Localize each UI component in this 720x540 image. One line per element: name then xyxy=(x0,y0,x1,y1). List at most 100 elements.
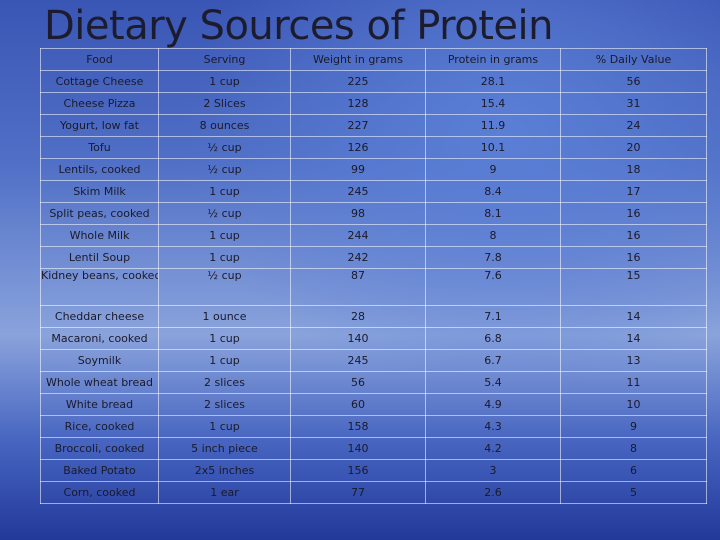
cell-protein: 4.3 xyxy=(425,415,561,438)
cell-food: Cheddar cheese xyxy=(40,305,159,328)
cell-daily-value: 56 xyxy=(560,70,707,93)
cell-daily-value: 10 xyxy=(560,393,707,416)
cell-protein: 6.8 xyxy=(425,327,561,350)
cell-daily-value: 18 xyxy=(560,158,707,181)
cell-protein: 15.4 xyxy=(425,92,561,115)
table-row: Cheese Pizza 2 Slices 128 15.4 31 xyxy=(40,92,707,115)
table-row: Lentil Soup 1 cup 242 7.8 16 xyxy=(40,246,707,269)
cell-food: Whole wheat bread xyxy=(40,371,159,394)
cell-protein: 2.6 xyxy=(425,481,561,504)
cell-protein: 9 xyxy=(425,158,561,181)
cell-weight: 227 xyxy=(290,114,426,137)
cell-serving: 1 cup xyxy=(158,327,291,350)
cell-food: Split peas, cooked xyxy=(40,202,159,225)
cell-food: Rice, cooked xyxy=(40,415,159,438)
cell-serving: 1 cup xyxy=(158,415,291,438)
table-row: Yogurt, low fat 8 ounces 227 11.9 24 xyxy=(40,114,707,137)
cell-protein: 8.4 xyxy=(425,180,561,203)
cell-protein: 7.1 xyxy=(425,305,561,328)
cell-daily-value: 8 xyxy=(560,437,707,460)
cell-serving: 1 ounce xyxy=(158,305,291,328)
table-row: Soymilk 1 cup 245 6.7 13 xyxy=(40,349,707,372)
table-row: Split peas, cooked ½ cup 98 8.1 16 xyxy=(40,202,707,225)
table-row: Tofu ½ cup 126 10.1 20 xyxy=(40,136,707,159)
cell-serving: 2 Slices xyxy=(158,92,291,115)
table-row: Skim Milk 1 cup 245 8.4 17 xyxy=(40,180,707,203)
cell-weight: 242 xyxy=(290,246,426,269)
cell-weight: 245 xyxy=(290,349,426,372)
table-row: Kidney beans, cooked ½ cup 87 7.6 15 xyxy=(40,268,707,306)
header-row: Food Serving Weight in grams Protein in … xyxy=(40,48,707,71)
cell-weight: 245 xyxy=(290,180,426,203)
cell-daily-value: 16 xyxy=(560,246,707,269)
cell-weight: 140 xyxy=(290,437,426,460)
cell-food: Tofu xyxy=(40,136,159,159)
cell-food: Kidney beans, cooked xyxy=(40,268,159,306)
cell-weight: 99 xyxy=(290,158,426,181)
cell-daily-value: 20 xyxy=(560,136,707,159)
cell-daily-value: 16 xyxy=(560,202,707,225)
cell-daily-value: 14 xyxy=(560,305,707,328)
cell-weight: 158 xyxy=(290,415,426,438)
table-row: Whole Milk 1 cup 244 8 16 xyxy=(40,224,707,247)
cell-food: Broccoli, cooked xyxy=(40,437,159,460)
cell-serving: 1 cup xyxy=(158,246,291,269)
cell-protein: 10.1 xyxy=(425,136,561,159)
cell-food: Whole Milk xyxy=(40,224,159,247)
slide-title: Dietary Sources of Protein xyxy=(44,3,553,49)
cell-food: Corn, cooked xyxy=(40,481,159,504)
cell-weight: 156 xyxy=(290,459,426,482)
cell-weight: 128 xyxy=(290,92,426,115)
cell-protein: 28.1 xyxy=(425,70,561,93)
cell-weight: 28 xyxy=(290,305,426,328)
cell-serving: 1 cup xyxy=(158,349,291,372)
table-row: Macaroni, cooked 1 cup 140 6.8 14 xyxy=(40,327,707,350)
cell-food: Skim Milk xyxy=(40,180,159,203)
cell-food: Lentil Soup xyxy=(40,246,159,269)
cell-serving: ½ cup xyxy=(158,268,291,306)
cell-weight: 244 xyxy=(290,224,426,247)
cell-food: Lentils, cooked xyxy=(40,158,159,181)
cell-serving: ½ cup xyxy=(158,158,291,181)
cell-protein: 8.1 xyxy=(425,202,561,225)
cell-serving: 5 inch piece xyxy=(158,437,291,460)
cell-protein: 3 xyxy=(425,459,561,482)
cell-food: Cheese Pizza xyxy=(40,92,159,115)
cell-weight: 126 xyxy=(290,136,426,159)
cell-serving: 2 slices xyxy=(158,371,291,394)
table-row: Baked Potato 2x5 inches 156 3 6 xyxy=(40,459,707,482)
cell-serving: 1 ear xyxy=(158,481,291,504)
cell-daily-value: 6 xyxy=(560,459,707,482)
table-row: Corn, cooked 1 ear 77 2.6 5 xyxy=(40,481,707,504)
cell-weight: 225 xyxy=(290,70,426,93)
cell-serving: 1 cup xyxy=(158,70,291,93)
cell-daily-value: 14 xyxy=(560,327,707,350)
cell-daily-value: 16 xyxy=(560,224,707,247)
table-row: Whole wheat bread 2 slices 56 5.4 11 xyxy=(40,371,707,394)
table-row: Cheddar cheese 1 ounce 28 7.1 14 xyxy=(40,305,707,328)
cell-serving: 1 cup xyxy=(158,224,291,247)
cell-daily-value: 11 xyxy=(560,371,707,394)
cell-food: White bread xyxy=(40,393,159,416)
cell-serving: 1 cup xyxy=(158,180,291,203)
cell-weight: 60 xyxy=(290,393,426,416)
cell-daily-value: 31 xyxy=(560,92,707,115)
cell-weight: 87 xyxy=(290,268,426,306)
cell-weight: 77 xyxy=(290,481,426,504)
cell-serving: 2x5 inches xyxy=(158,459,291,482)
cell-protein: 7.8 xyxy=(425,246,561,269)
cell-daily-value: 5 xyxy=(560,481,707,504)
header-protein: Protein in grams xyxy=(425,48,561,71)
cell-food: Cottage Cheese xyxy=(40,70,159,93)
cell-serving: ½ cup xyxy=(158,136,291,159)
cell-food: Soymilk xyxy=(40,349,159,372)
cell-daily-value: 17 xyxy=(560,180,707,203)
cell-daily-value: 24 xyxy=(560,114,707,137)
cell-daily-value: 9 xyxy=(560,415,707,438)
header-serving: Serving xyxy=(158,48,291,71)
header-daily-value: % Daily Value xyxy=(560,48,707,71)
cell-food: Baked Potato xyxy=(40,459,159,482)
cell-protein: 4.2 xyxy=(425,437,561,460)
protein-table: Food Serving Weight in grams Protein in … xyxy=(40,48,707,504)
cell-daily-value: 15 xyxy=(560,268,707,306)
